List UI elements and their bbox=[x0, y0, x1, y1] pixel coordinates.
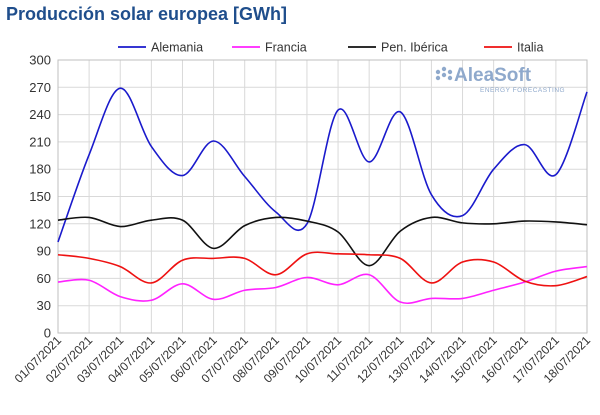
y-tick-label: 150 bbox=[29, 189, 51, 204]
series-line-pen-iberica bbox=[57, 216, 588, 267]
legend-label-alemania: Alemania bbox=[151, 41, 203, 55]
grid-layer bbox=[57, 59, 588, 334]
y-tick-label: 60 bbox=[37, 271, 51, 286]
y-tick-label: 120 bbox=[29, 216, 51, 231]
watermark-tagline: ENERGY FORECASTING bbox=[480, 87, 565, 94]
chart-title: Producción solar europea [GWh] bbox=[6, 4, 288, 24]
plot-area-border bbox=[57, 59, 588, 334]
aleasoft-watermark: AleaSoft ENERGY FORECASTING bbox=[435, 65, 565, 94]
y-tick-label: 270 bbox=[29, 80, 51, 95]
series-layer bbox=[57, 87, 588, 305]
x-axis-ticks: 01/07/202102/07/202103/07/202104/07/2021… bbox=[12, 333, 594, 386]
legend: Alemania Francia Pen. Ibérica Italia bbox=[118, 41, 543, 55]
legend-label-italia: Italia bbox=[517, 41, 543, 55]
y-axis-ticks: 0 30 60 90 120 150 180 210 240 270 300 bbox=[29, 53, 51, 341]
y-tick-label: 300 bbox=[29, 53, 51, 68]
series-line-francia bbox=[57, 265, 588, 305]
y-tick-label: 90 bbox=[37, 244, 51, 259]
y-tick-label: 180 bbox=[29, 162, 51, 177]
y-tick-label: 210 bbox=[29, 134, 51, 149]
watermark-brand: AleaSoft bbox=[454, 65, 532, 86]
y-tick-label: 240 bbox=[29, 107, 51, 122]
aleasoft-logo-icon bbox=[435, 66, 453, 81]
legend-label-pen-iberica: Pen. Ibérica bbox=[381, 41, 448, 55]
y-tick-label: 0 bbox=[44, 326, 51, 341]
series-line-alemania bbox=[57, 87, 588, 243]
legend-label-francia: Francia bbox=[265, 41, 307, 55]
y-tick-label: 30 bbox=[37, 298, 51, 313]
series-line-italia bbox=[57, 251, 588, 287]
